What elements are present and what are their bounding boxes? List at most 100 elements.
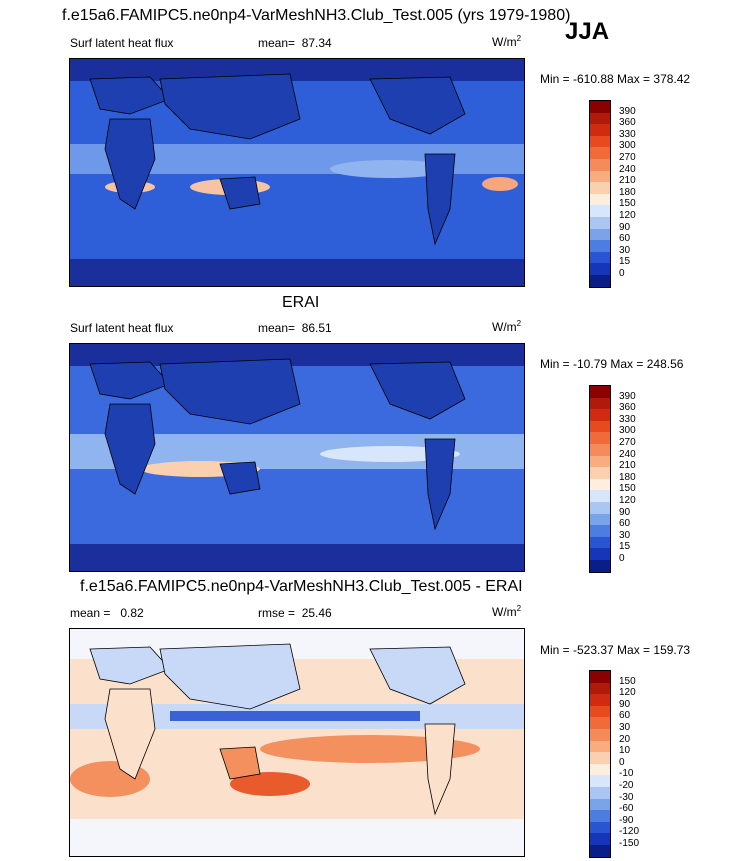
- panel3-rmse-value: 25.46: [301, 606, 332, 620]
- panel1-pacific-high: [330, 160, 450, 178]
- colorbar-tick-label: 0: [619, 756, 625, 768]
- colorbar-tick-label: 30: [619, 529, 631, 541]
- colorbar-tick-label: 0: [619, 553, 625, 564]
- colorbar-swatch: [590, 124, 610, 136]
- colorbar-swatch: [590, 525, 610, 537]
- colorbar-tick-label: 330: [619, 128, 636, 140]
- panel2-mean-value: 86.51: [301, 321, 332, 335]
- colorbar-tick-label: 90: [619, 506, 631, 518]
- panel1-colorbar: [589, 100, 611, 288]
- panel2-mean-label: mean=: [258, 321, 296, 335]
- colorbar-swatch: [590, 786, 610, 799]
- colorbar-tick-label: 150: [619, 483, 636, 495]
- panel1-mean-value: 87.34: [301, 36, 332, 50]
- panel1-units-sup: 2: [516, 34, 522, 43]
- panel3-cold-strip: [170, 711, 420, 721]
- panel1-land-samerica: [424, 153, 456, 246]
- colorbar-tick-label: -10: [619, 768, 634, 780]
- colorbar-tick-label: 300: [619, 140, 636, 152]
- panel3-subtitle: f.e15a6.FAMIPC5.ne0np4-VarMeshNH3.Club_T…: [80, 578, 523, 595]
- colorbar-swatch: [590, 193, 610, 206]
- colorbar-swatch: [590, 274, 610, 287]
- colorbar-tick-label: 30: [619, 722, 631, 733]
- panel2-subtitle: ERAI: [282, 294, 320, 311]
- colorbar-swatch: [590, 775, 610, 787]
- colorbar-tick-label: 150: [619, 198, 636, 210]
- colorbar-swatch: [590, 559, 610, 572]
- colorbar-swatch: [590, 490, 610, 502]
- colorbar-tick-label: 210: [619, 460, 636, 472]
- panel3-units: W/m2: [492, 604, 521, 619]
- colorbar-tick-label: 20: [619, 733, 631, 745]
- colorbar-tick-label: 180: [619, 471, 636, 483]
- colorbar-swatch: [590, 205, 610, 217]
- panel1-mean-label: mean=: [258, 36, 296, 50]
- panel1-arctic-band: [70, 59, 524, 81]
- colorbar-tick-label: 360: [619, 117, 636, 129]
- colorbar-swatch: [590, 170, 610, 183]
- panel1-minmax: Min = -610.88 Max = 378.42: [540, 72, 691, 86]
- panel3-units-sup: 2: [516, 604, 522, 613]
- panel1-map: [69, 58, 525, 287]
- colorbar-tick-label: 180: [619, 186, 636, 198]
- colorbar-tick-label: -150: [619, 838, 640, 849]
- colorbar-swatch: [590, 740, 610, 753]
- colorbar-tick-label: 120: [619, 495, 636, 506]
- colorbar-swatch: [590, 251, 610, 264]
- colorbar-tick-label: 150: [619, 675, 636, 687]
- colorbar-swatch: [590, 101, 610, 113]
- panel1-land-asia: [159, 73, 301, 140]
- colorbar-tick-label: 60: [619, 710, 631, 722]
- colorbar-tick-label: -120: [619, 826, 640, 838]
- colorbar-swatch: [590, 420, 610, 433]
- panel2-land-europe: [89, 361, 171, 400]
- figure-title: f.e15a6.FAMIPC5.ne0np4-VarMeshNH3.Club_T…: [62, 7, 571, 24]
- panel2-land-namerica: [369, 361, 466, 420]
- colorbar-tick-label: 0: [619, 268, 625, 279]
- colorbar-swatch: [590, 810, 610, 822]
- colorbar-swatch: [590, 548, 610, 560]
- colorbar-swatch: [590, 763, 610, 776]
- panel1-land-africa: [104, 118, 156, 210]
- panel3-land-samerica: [424, 723, 456, 816]
- colorbar-tick-label: 15: [619, 541, 631, 553]
- panel1-units-text: W/m: [492, 35, 517, 49]
- colorbar-swatch: [590, 112, 610, 125]
- panel3-land-namerica: [369, 646, 466, 705]
- panel3-mean: mean = 0.82: [70, 606, 144, 620]
- colorbar-swatch: [590, 752, 610, 764]
- panel2-map: [69, 343, 525, 572]
- panel3-colorbar-labels: 150 120 90 60 30 20 10 0 -10 -20 -30 -60 -90 -120 -150: [619, 670, 659, 856]
- colorbar-swatch: [590, 443, 610, 456]
- colorbar-swatch: [590, 158, 610, 171]
- colorbar-swatch: [590, 240, 610, 252]
- colorbar-tick-label: 10: [619, 745, 631, 757]
- panel3-land-europe: [89, 646, 171, 685]
- panel2-land-asia: [159, 358, 301, 425]
- colorbar-swatch: [590, 455, 610, 468]
- colorbar-swatch: [590, 694, 610, 706]
- colorbar-swatch: [590, 513, 610, 526]
- colorbar-tick-label: 330: [619, 413, 636, 425]
- panel2-arctic-band: [70, 344, 524, 366]
- panel1-warm-pacific-e: [482, 177, 518, 191]
- colorbar-swatch: [590, 671, 610, 683]
- colorbar-swatch: [590, 432, 610, 444]
- panel3-land-africa: [104, 688, 156, 780]
- panel2-colorbar: [589, 385, 611, 573]
- panel3-mean-label: mean =: [70, 606, 111, 620]
- panel2-units: W/m2: [492, 319, 521, 334]
- panel2-land-australia: [219, 461, 261, 495]
- colorbar-tick-label: 60: [619, 518, 631, 530]
- panel1-land-europe: [89, 76, 171, 115]
- colorbar-swatch: [590, 147, 610, 159]
- colorbar-swatch: [590, 682, 610, 695]
- colorbar-swatch: [590, 386, 610, 398]
- colorbar-tick-label: 270: [619, 152, 636, 163]
- colorbar-tick-label: -30: [619, 791, 634, 803]
- season-label: JJA: [565, 18, 610, 45]
- panel3-units-text: W/m: [492, 605, 517, 619]
- colorbar-swatch: [590, 821, 610, 834]
- panel1-variable-label: Surf latent heat flux: [70, 36, 174, 50]
- colorbar-swatch: [590, 135, 610, 148]
